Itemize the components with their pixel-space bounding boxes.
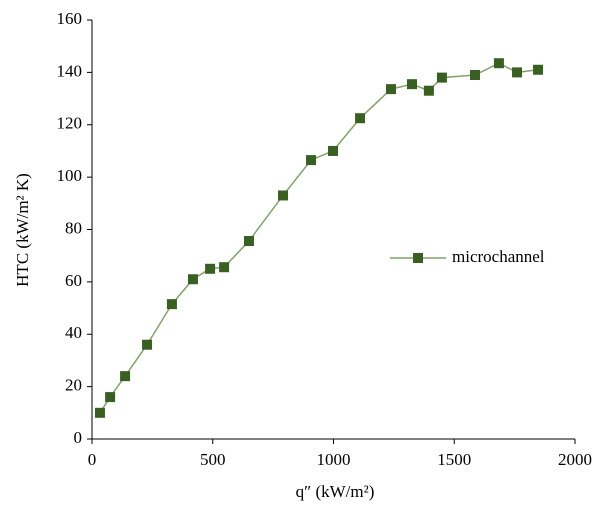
marker	[436, 72, 447, 83]
marker	[278, 190, 289, 201]
marker	[306, 155, 317, 166]
x-tick-label: 2000	[558, 450, 592, 469]
marker	[94, 407, 105, 418]
marker	[512, 67, 523, 78]
marker	[187, 274, 198, 285]
y-tick-label: 20	[65, 376, 82, 395]
series-line	[99, 62, 539, 414]
y-tick-label: 160	[57, 9, 83, 28]
x-tick-label: 1000	[317, 450, 351, 469]
marker	[105, 392, 116, 403]
y-tick-label: 60	[65, 271, 82, 290]
legend-label: microchannel	[452, 247, 545, 266]
marker	[328, 145, 339, 156]
marker	[385, 84, 396, 95]
y-tick-label: 40	[65, 323, 82, 342]
marker	[533, 64, 544, 75]
marker	[219, 262, 230, 273]
y-tick-label: 0	[74, 428, 83, 447]
marker	[355, 113, 366, 124]
y-tick-label: 120	[57, 114, 83, 133]
y-axis-label: HTC (kW/m² K)	[13, 173, 32, 287]
marker	[243, 236, 254, 247]
marker	[423, 85, 434, 96]
marker	[166, 299, 177, 310]
marker	[142, 339, 153, 350]
x-axis-label: q″ (kW/m²)	[296, 482, 375, 501]
marker	[470, 69, 481, 80]
x-tick-label: 0	[88, 450, 97, 469]
x-tick-label: 1500	[437, 450, 471, 469]
y-tick-label: 80	[65, 218, 82, 237]
marker	[493, 58, 504, 69]
marker	[406, 79, 417, 90]
marker	[120, 371, 131, 382]
x-tick-label: 500	[200, 450, 226, 469]
y-tick-label: 100	[57, 166, 83, 185]
legend-marker	[413, 253, 423, 263]
y-tick-label: 140	[57, 61, 83, 80]
marker	[205, 263, 216, 274]
